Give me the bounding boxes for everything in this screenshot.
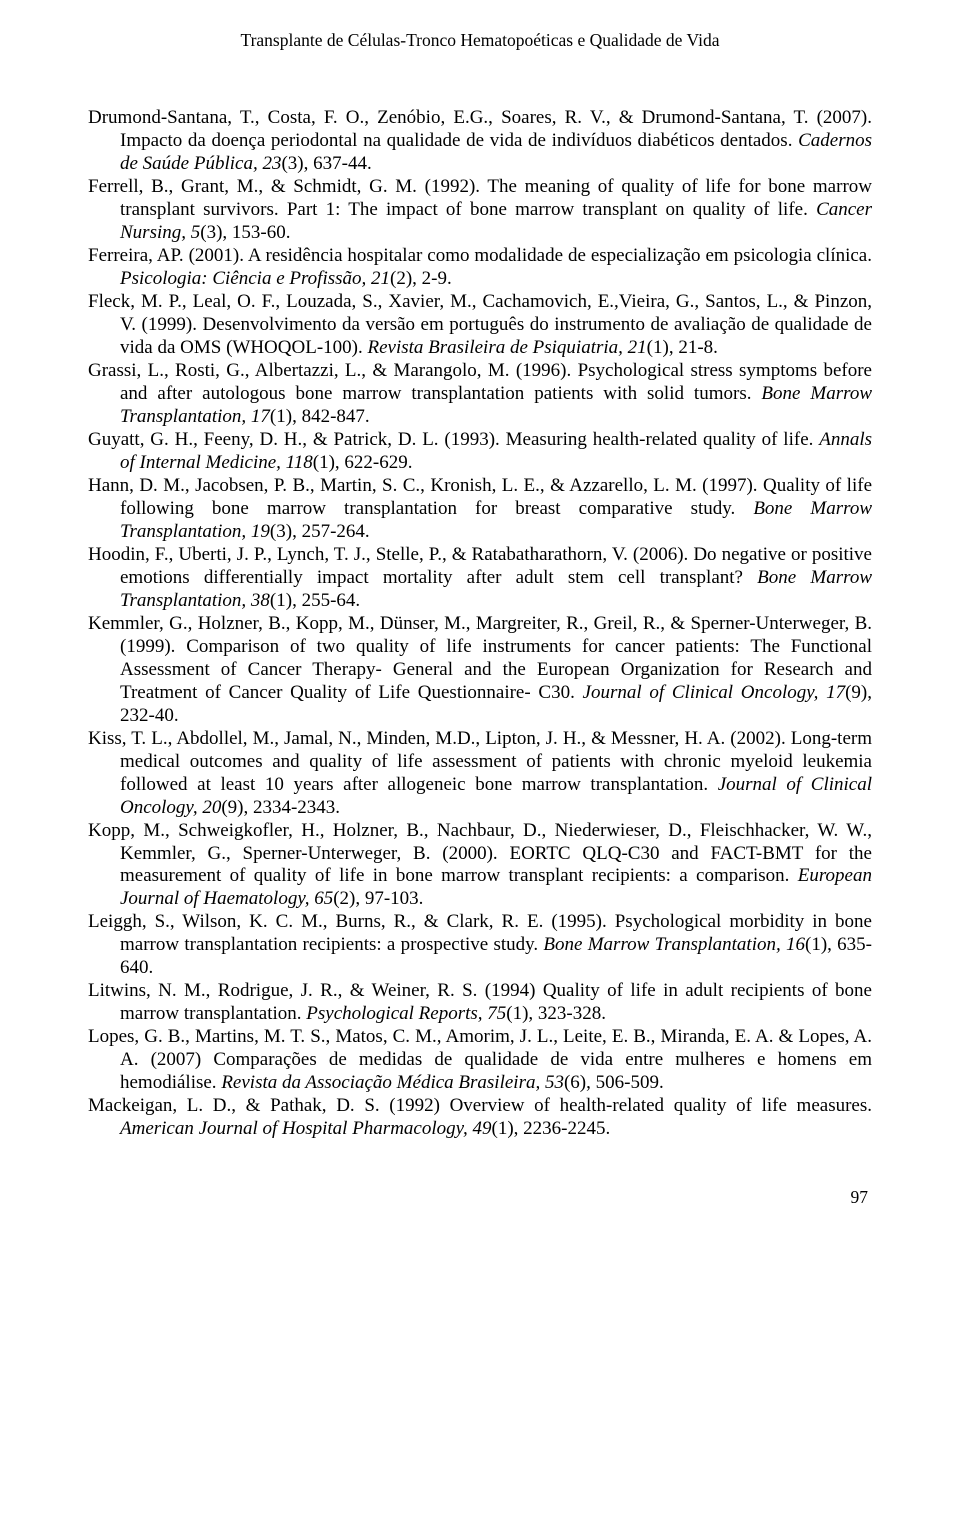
reference-entry: Grassi, L., Rosti, G., Albertazzi, L., &… <box>88 360 872 429</box>
reference-journal: Revista da Associação Médica Brasileira,… <box>221 1072 564 1093</box>
page: Transplante de Células-Tronco Hematopoét… <box>0 0 960 1248</box>
reference-entry: Litwins, N. M., Rodrigue, J. R., & Weine… <box>88 980 872 1026</box>
reference-text: Hoodin, F., Uberti, J. P., Lynch, T. J.,… <box>88 544 872 588</box>
reference-entry: Kemmler, G., Holzner, B., Kopp, M., Düns… <box>88 613 872 728</box>
reference-text: (2), 2-9. <box>390 268 452 289</box>
reference-entry: Fleck, M. P., Leal, O. F., Louzada, S., … <box>88 291 872 360</box>
reference-text: (3), 637-44. <box>281 153 371 174</box>
reference-text: (1), 842-847. <box>270 406 370 427</box>
reference-journal: Revista Brasileira de Psiquiatria, 21 <box>367 337 646 358</box>
reference-journal: Psychological Reports, 75 <box>306 1003 506 1024</box>
reference-text: Drumond-Santana, T., Costa, F. O., Zenób… <box>88 107 872 151</box>
reference-entry: Drumond-Santana, T., Costa, F. O., Zenób… <box>88 107 872 176</box>
reference-journal: Psicologia: Ciência e Profissão, 21 <box>120 268 390 289</box>
reference-journal: Journal of Clinical Oncology, 17 <box>583 682 846 703</box>
reference-text: Guyatt, G. H., Feeny, D. H., & Patrick, … <box>88 429 819 450</box>
reference-entry: Leiggh, S., Wilson, K. C. M., Burns, R.,… <box>88 911 872 980</box>
reference-text: (1), 323-328. <box>506 1003 606 1024</box>
reference-text: (1), 2236-2245. <box>492 1118 611 1139</box>
reference-entry: Hoodin, F., Uberti, J. P., Lynch, T. J.,… <box>88 544 872 613</box>
reference-text: Kopp, M., Schweigkofler, H., Holzner, B.… <box>88 820 872 887</box>
reference-entry: Hann, D. M., Jacobsen, P. B., Martin, S.… <box>88 475 872 544</box>
reference-text: (6), 506-509. <box>564 1072 664 1093</box>
reference-text: (1), 622-629. <box>313 452 413 473</box>
reference-entry: Mackeigan, L. D., & Pathak, D. S. (1992)… <box>88 1095 872 1141</box>
page-number: 97 <box>88 1187 872 1208</box>
reference-text: (3), 257-264. <box>270 521 370 542</box>
reference-text: Ferrell, B., Grant, M., & Schmidt, G. M.… <box>88 176 872 220</box>
reference-text: (1), 255-64. <box>270 590 360 611</box>
reference-text: (3), 153-60. <box>200 222 290 243</box>
reference-text: Mackeigan, L. D., & Pathak, D. S. (1992)… <box>88 1095 872 1116</box>
reference-entry: Guyatt, G. H., Feeny, D. H., & Patrick, … <box>88 429 872 475</box>
reference-text: Ferreira, AP. (2001). A residência hospi… <box>88 245 872 266</box>
reference-text: (9), 2334-2343. <box>221 797 340 818</box>
reference-text: (2), 97-103. <box>333 888 423 909</box>
running-header: Transplante de Células-Tronco Hematopoét… <box>88 30 872 51</box>
reference-entry: Kiss, T. L., Abdollel, M., Jamal, N., Mi… <box>88 728 872 820</box>
reference-journal: Bone Marrow Transplantation, 16 <box>543 934 805 955</box>
references-list: Drumond-Santana, T., Costa, F. O., Zenób… <box>88 107 872 1141</box>
reference-entry: Ferrell, B., Grant, M., & Schmidt, G. M.… <box>88 176 872 245</box>
reference-text: (1), 21-8. <box>647 337 718 358</box>
reference-entry: Kopp, M., Schweigkofler, H., Holzner, B.… <box>88 820 872 912</box>
reference-text: Grassi, L., Rosti, G., Albertazzi, L., &… <box>88 360 872 404</box>
reference-entry: Lopes, G. B., Martins, M. T. S., Matos, … <box>88 1026 872 1095</box>
reference-entry: Ferreira, AP. (2001). A residência hospi… <box>88 245 872 291</box>
reference-journal: American Journal of Hospital Pharmacolog… <box>120 1118 492 1139</box>
